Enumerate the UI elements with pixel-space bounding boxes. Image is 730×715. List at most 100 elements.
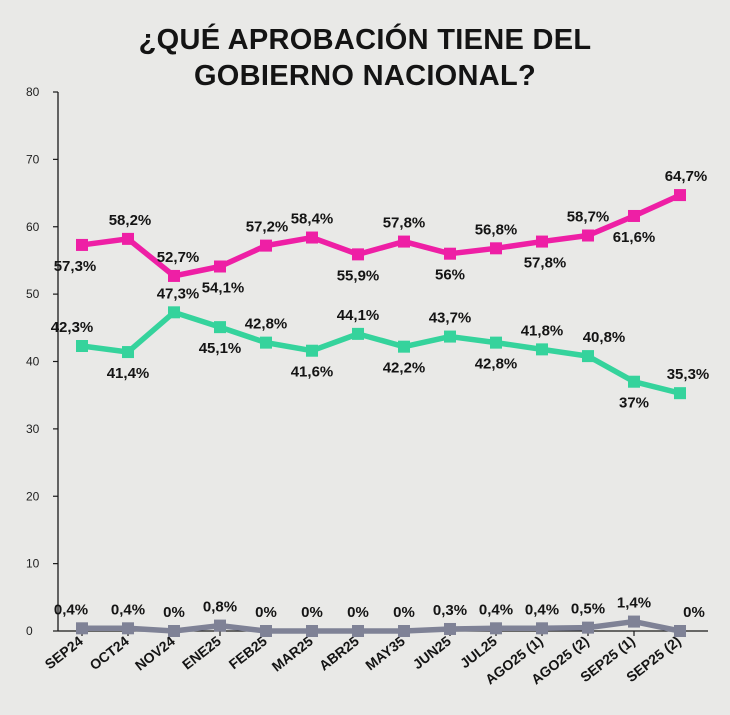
data-point-magenta [582,229,594,242]
data-label-green: 41,4% [107,365,150,382]
data-point-gray [536,622,548,635]
data-label-magenta: 55,9% [337,267,380,284]
data-point-green [260,336,272,349]
data-point-magenta [76,238,88,251]
data-label-gray: 0,4% [111,601,145,618]
data-label-green: 42,3% [51,319,94,336]
data-point-green [214,321,226,334]
x-tick-label: ABR25 [316,633,362,674]
y-tick-label: 50 [26,287,40,301]
data-point-green [444,330,456,343]
chart-title-line-1: ¿QUÉ APROBACIÓN TIENE DEL [138,24,592,56]
data-label-magenta: 61,6% [613,229,656,246]
data-label-magenta: 56,8% [475,221,518,238]
x-tick-label: JUN25 [410,633,454,673]
data-label-gray: 0% [347,604,369,621]
data-label-magenta: 54,1% [202,280,245,297]
x-tick-label: ENE25 [179,633,224,673]
data-label-gray: 0% [393,604,415,621]
data-point-green [490,336,502,349]
data-point-gray [352,625,364,637]
data-point-gray [260,625,272,637]
data-label-gray: 0,4% [479,601,513,618]
data-point-gray [582,621,594,634]
data-label-green: 37% [619,395,649,412]
data-label-green: 45,1% [199,340,242,357]
data-point-gray [214,619,226,632]
data-label-gray: 0,4% [525,601,559,618]
x-tick-label: OCT24 [86,633,132,674]
data-point-magenta [168,269,180,282]
data-point-gray [122,622,134,635]
data-label-green: 40,8% [583,329,626,346]
data-point-magenta [674,189,686,202]
data-label-magenta: 57,2% [246,219,289,236]
data-point-magenta [306,231,318,244]
data-point-green [398,340,410,353]
data-label-green: 41,6% [291,364,334,381]
series-line-magenta [79,192,683,279]
data-point-magenta [628,209,640,222]
y-tick-label: 30 [26,422,40,436]
data-label-green: 42,8% [245,316,288,333]
data-label-gray: 0,4% [54,601,88,618]
data-label-gray: 0% [255,604,277,621]
data-label-green: 41,8% [521,322,564,339]
data-label-magenta: 58,4% [291,211,334,228]
data-point-green [168,306,180,319]
data-point-gray [306,625,318,637]
data-point-green [674,387,686,400]
data-label-magenta: 56% [435,267,465,284]
data-label-magenta: 58,2% [109,212,152,229]
data-label-gray: 0% [301,604,323,621]
y-tick-label: 20 [26,489,40,503]
data-point-magenta [122,232,134,245]
series-line-green [79,309,683,396]
data-point-green [76,340,88,353]
data-point-green [628,375,640,388]
data-label-green: 47,3% [157,285,200,302]
data-point-gray [444,622,456,635]
data-label-magenta: 52,7% [157,249,200,266]
data-label-gray: 0% [163,604,185,621]
chart-title-line-2: GOBIERNO NACIONAL? [193,60,537,92]
y-tick-label: 60 [26,220,40,234]
data-point-gray [168,625,180,637]
data-label-gray: 1,4% [617,595,651,612]
data-label-green: 42,2% [383,360,426,377]
data-label-gray: 0,3% [433,602,467,619]
data-label-gray: 0,5% [571,601,605,618]
data-label-gray: 0,8% [203,599,237,616]
data-point-green [306,344,318,357]
y-tick-label: 10 [26,557,40,571]
data-label-green: 44,1% [337,307,380,324]
y-tick-label: 80 [26,85,40,99]
x-tick-label: NOV24 [132,633,178,674]
data-point-magenta [536,235,548,248]
data-label-magenta: 58,7% [567,209,610,226]
x-tick-label: MAR25 [269,633,316,675]
data-label-magenta: 57,8% [524,255,567,272]
data-label-gray: 0% [683,604,705,621]
data-point-gray [398,625,410,637]
x-tick-label: FEB25 [226,633,270,673]
data-label-magenta: 64,7% [665,168,708,185]
data-point-gray [490,622,502,635]
data-point-gray [628,615,640,628]
data-label-green: 42,8% [475,356,518,373]
data-point-magenta [490,242,502,255]
data-point-green [352,327,364,340]
data-point-magenta [398,235,410,248]
chart-title: ¿QUÉ APROBACIÓN TIENE DEL GOBIERNO NACIO… [0,22,730,94]
x-tick-label: MAY35 [362,633,408,674]
x-tick-label: SEP24 [42,633,86,673]
data-label-magenta: 57,8% [383,215,426,232]
data-point-gray [76,622,88,635]
data-label-green: 43,7% [429,310,472,327]
data-point-magenta [352,248,364,261]
data-point-gray [674,625,686,637]
data-point-magenta [260,239,272,252]
data-point-green [536,343,548,356]
